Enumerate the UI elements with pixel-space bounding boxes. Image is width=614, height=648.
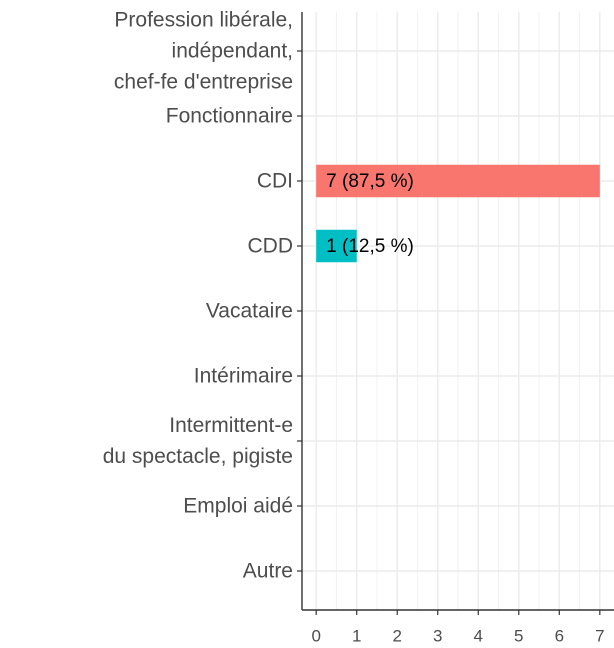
x-tick-label: 5 (514, 626, 523, 645)
y-tick-label: CDI (256, 169, 293, 193)
x-tick-label: 2 (392, 626, 401, 645)
y-tick-label: Vacataire (205, 299, 293, 323)
x-tick-label: 6 (555, 626, 564, 645)
y-tick-label: Intérimaire (193, 364, 293, 388)
data-label: 1 (12,5 %) (326, 236, 414, 257)
y-tick-label: Fonctionnaire (165, 104, 293, 128)
x-tick-label: 4 (474, 626, 483, 645)
y-tick-label: Autre (242, 559, 293, 583)
data-label: 7 (87,5 %) (326, 171, 414, 192)
y-tick-label: Profession libérale, indépendant, chef-f… (113, 8, 293, 94)
y-tick-label: CDD (247, 234, 294, 258)
x-tick-label: 0 (311, 626, 320, 645)
x-tick-label: 1 (352, 626, 361, 645)
y-tick-label: Emploi aidé (183, 494, 293, 518)
x-tick-label: 7 (595, 626, 604, 645)
bar (316, 229, 357, 263)
y-tick-label: Intermittent-e du spectacle, pigiste (102, 414, 293, 468)
bar (316, 164, 600, 198)
x-tick-label: 3 (433, 626, 442, 645)
